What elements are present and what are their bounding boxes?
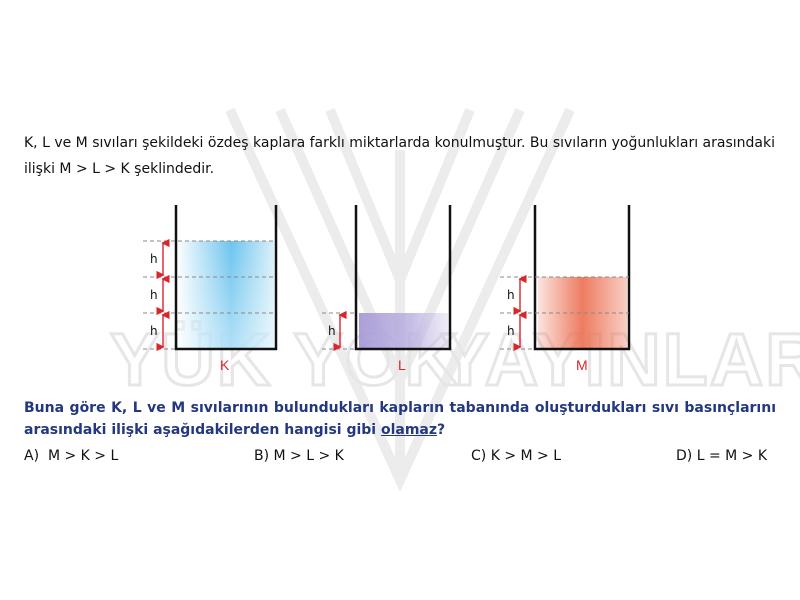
height-label-m-2: h [507,324,515,338]
prompt-end: ? [437,422,446,438]
height-label-k-3: h [150,324,158,338]
container-l: h L [322,205,452,373]
question-line-1: K, L ve M sıvıları şekildeki özdeş kapla… [24,135,775,151]
liquid-l [359,313,448,349]
question-prompt: Buna göre K, L ve M sıvılarının bulunduk… [24,397,776,441]
option-b-text: M > L > K [273,448,344,464]
answer-options: A) M > K > L B) M > L > K C) K > M > L D… [24,448,776,468]
option-b-letter: B) [254,448,270,464]
container-k: h h h K [143,205,278,373]
option-c[interactable]: C) K > M > L [471,448,561,464]
option-c-letter: C) [471,448,487,464]
option-b[interactable]: B) M > L > K [254,448,344,464]
container-m-label: M [576,357,588,373]
height-label-m-1: h [507,288,515,302]
option-c-text: K > M > L [490,448,562,464]
watermark-v-logo [225,107,575,492]
prompt-text: Buna göre K, L ve M sıvılarının bulunduk… [24,400,776,438]
height-label-k-1: h [150,252,158,266]
option-d[interactable]: D) L = M > K [676,448,767,464]
option-a[interactable]: A) M > K > L [24,448,118,464]
height-label-k-2: h [150,288,158,302]
option-a-letter: A) [24,448,40,464]
container-l-walls [354,205,452,351]
height-label-l: h [328,324,336,338]
option-d-letter: D) [676,448,693,464]
option-a-text: M > K > L [47,448,119,464]
question-text: K, L ve M sıvıları şekildeki özdeş kapla… [24,130,776,182]
option-d-text: L = M > K [696,448,768,464]
container-l-label: L [398,357,406,373]
container-m: h h M [500,205,631,373]
question-line-2: ilişki M > L > K şeklindedir. [24,161,215,177]
container-k-label: K [220,357,230,373]
container-k-walls [174,205,278,351]
prompt-underlined: olamaz [380,422,438,438]
